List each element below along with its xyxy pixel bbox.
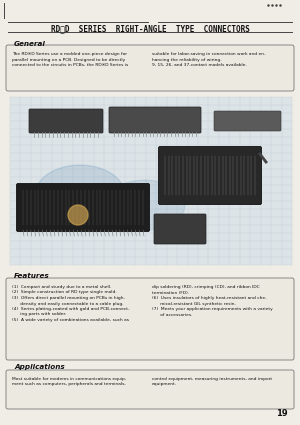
Text: Applications: Applications — [14, 364, 65, 370]
FancyBboxPatch shape — [6, 370, 294, 409]
Text: suitable for labor-saving in connection work and en-
hancing the reliability of : suitable for labor-saving in connection … — [152, 52, 266, 67]
FancyBboxPatch shape — [6, 45, 294, 91]
Text: control equipment, measuring instruments, and import
equipment.: control equipment, measuring instruments… — [152, 377, 272, 386]
Text: Features: Features — [14, 273, 50, 279]
Text: Most suitable for modems in communications equip-
ment such as computers, periph: Most suitable for modems in communicatio… — [12, 377, 126, 386]
Bar — [10, 97, 292, 265]
FancyBboxPatch shape — [6, 278, 294, 360]
FancyBboxPatch shape — [154, 214, 206, 244]
FancyBboxPatch shape — [158, 147, 262, 204]
Text: RD※D  SERIES  RIGHT-ANGLE  TYPE  CONNECTORS: RD※D SERIES RIGHT-ANGLE TYPE CONNECTORS — [51, 25, 249, 34]
Circle shape — [68, 205, 88, 225]
Text: General: General — [14, 41, 46, 47]
FancyBboxPatch shape — [16, 184, 149, 232]
FancyBboxPatch shape — [109, 107, 201, 133]
FancyBboxPatch shape — [29, 109, 103, 133]
Text: dip soldering (RD), crimping (CD), and ribbon IDC
termination (FD).
(6)  Uses in: dip soldering (RD), crimping (CD), and r… — [152, 285, 273, 317]
Text: (1)  Compact and sturdy due to a metal shell.
(2)  Simple construction of RD typ: (1) Compact and sturdy due to a metal sh… — [12, 285, 130, 322]
Ellipse shape — [35, 165, 125, 225]
FancyBboxPatch shape — [214, 111, 281, 131]
Ellipse shape — [105, 180, 185, 230]
Text: 19: 19 — [276, 409, 288, 418]
Text: The RD※D Series use a molded one-piece design for
parallel mounting on a PCB. De: The RD※D Series use a molded one-piece d… — [12, 52, 128, 67]
